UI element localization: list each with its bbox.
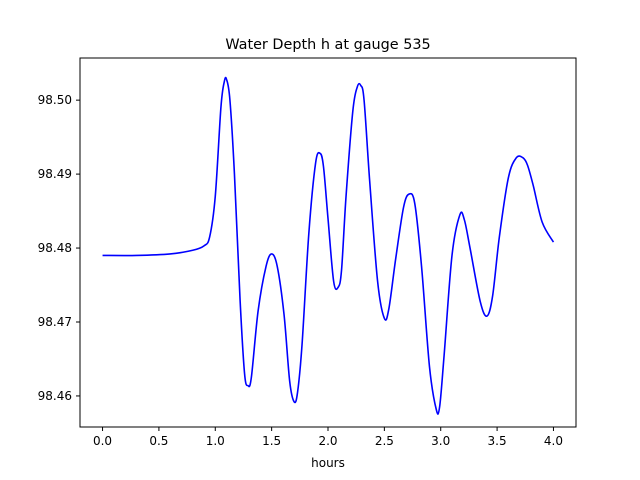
y-axis: 98.46 98.47 98.48 98.49 98.50 [38,93,80,403]
x-tick-label: 2.5 [375,434,394,448]
x-tick-label: 2.0 [318,434,337,448]
y-tick-label: 98.50 [38,93,72,107]
y-tick-label: 98.48 [38,241,72,255]
x-tick-label: 3.0 [431,434,450,448]
x-tick-label: 1.0 [206,434,225,448]
y-tick-label: 98.46 [38,389,72,403]
x-tick-label: 0.0 [93,434,112,448]
x-tick-label: 3.5 [488,434,507,448]
chart-title: Water Depth h at gauge 535 [225,37,430,53]
x-axis: 0.0 0.5 1.0 1.5 2.0 2.5 3.0 3.5 4.0 [93,427,563,448]
x-tick-label: 1.5 [262,434,281,448]
plot-layer [102,76,555,415]
x-tick-label: 4.0 [544,434,563,448]
y-tick-label: 98.47 [38,315,72,329]
y-tick-label: 98.49 [38,167,72,181]
series-line-0 [102,76,555,415]
axes-frame [79,57,577,428]
x-axis-label: hours [311,456,345,470]
x-tick-label: 0.5 [149,434,168,448]
